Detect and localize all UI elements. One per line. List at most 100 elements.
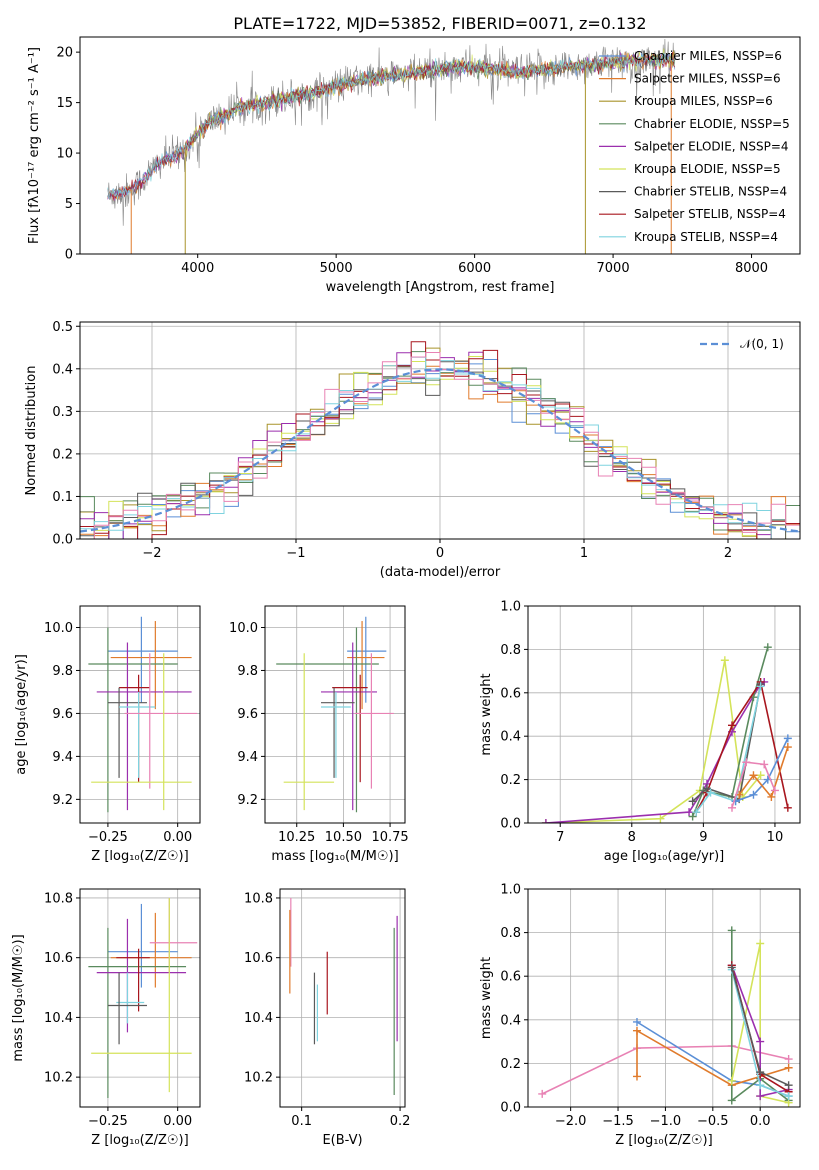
legend-entry: Chabrier MILES, NSSP=6 bbox=[634, 49, 782, 63]
y-tick-label: 9.8 bbox=[237, 664, 258, 679]
marker-point bbox=[656, 814, 665, 823]
marker-point bbox=[770, 786, 779, 795]
marker-point bbox=[720, 656, 729, 665]
series-model-krou_stelib bbox=[107, 52, 676, 199]
axes-age_Z: −0.25 0.00 9.2 9.4 9.6 9.8 10.0 Z [log₁₀(Z/Z☉)]… bbox=[14, 605, 201, 864]
y-tick-label: 0.6 bbox=[500, 686, 521, 701]
marker-point bbox=[783, 734, 792, 743]
series-chab_miles bbox=[735, 738, 789, 803]
marker-point bbox=[749, 790, 758, 799]
y-tick-label: 0.0 bbox=[500, 1101, 521, 1116]
y-tick-label: 1.0 bbox=[500, 883, 521, 898]
y-tick-label: 0.8 bbox=[500, 926, 521, 941]
legend: Chabrier MILES, NSSP=6 Salpeter MILES, NS… bbox=[599, 49, 790, 244]
marker-point bbox=[784, 1081, 793, 1090]
x-axis-label: Z [log₁₀(Z/Z☉)] bbox=[615, 1133, 712, 1148]
y-tick-label: 10.6 bbox=[244, 951, 273, 966]
axes-frame bbox=[264, 605, 406, 824]
plot-area-mass_Z bbox=[80, 889, 200, 1107]
y-tick-label: 9.2 bbox=[52, 793, 73, 808]
marker-point bbox=[749, 771, 758, 780]
x-axis-label: wavelength [Angstrom, rest frame] bbox=[326, 280, 555, 295]
marker-point bbox=[756, 1092, 765, 1101]
plot-area-mass_ebv bbox=[280, 889, 405, 1107]
y-tick-label: 0.4 bbox=[500, 730, 521, 745]
y-tick-label: 10.6 bbox=[44, 951, 73, 966]
axes-residual: −2 −1 0 1 2 0.0 0.1 0.2 0.3 0.4 0.5 (data-model)/er… bbox=[24, 320, 801, 580]
y-tick-label: 9.4 bbox=[52, 750, 73, 765]
y-tick-label: 0.0 bbox=[500, 817, 521, 832]
x-tick-label: 10.75 bbox=[371, 830, 408, 845]
marker-point bbox=[632, 1017, 641, 1026]
legend-entry: Kroupa STELIB, NSSP=4 bbox=[634, 230, 778, 244]
series-pink bbox=[731, 761, 776, 809]
y-tick-label: 0.8 bbox=[500, 643, 521, 658]
marker-point bbox=[783, 743, 792, 752]
x-tick-label: −1.5 bbox=[602, 1114, 634, 1129]
marker-point bbox=[692, 808, 701, 817]
y-tick-label: 10.0 bbox=[44, 621, 73, 636]
marker-point bbox=[760, 760, 769, 769]
marker-point bbox=[783, 803, 792, 812]
marker-point bbox=[784, 1063, 793, 1072]
marker-point bbox=[756, 1037, 765, 1046]
x-axis-label: Z [log₁₀(Z/Z☉)] bbox=[91, 1133, 188, 1148]
x-tick-label: −0.25 bbox=[88, 1114, 128, 1129]
axes-age_mass: 10.25 10.50 10.75 9.2 9.4 9.6 9.8 10.0 mass [log… bbox=[229, 605, 409, 864]
y-tick-label: 0.3 bbox=[52, 405, 73, 420]
marker-point bbox=[742, 758, 751, 767]
series-model-krou_elodie bbox=[184, 48, 675, 155]
marker-point bbox=[767, 792, 776, 801]
y-tick-label: 10.4 bbox=[44, 1011, 73, 1026]
marker-point bbox=[706, 788, 715, 797]
plot-area-age_Z bbox=[80, 606, 200, 823]
series-chab_elodie bbox=[731, 930, 790, 1103]
x-tick-label: 0.1 bbox=[291, 1114, 312, 1129]
marker-point bbox=[685, 808, 694, 817]
legend-entry: Chabrier STELIB, NSSP=4 bbox=[634, 185, 787, 199]
y-tick-label: 10.4 bbox=[244, 1011, 273, 1026]
marker-point bbox=[728, 721, 736, 730]
y-tick-label: 1.0 bbox=[500, 600, 521, 615]
y-tick-label: 9.6 bbox=[52, 707, 73, 722]
y-tick-label: 0.4 bbox=[52, 362, 73, 377]
y-tick-label: 15 bbox=[56, 96, 73, 111]
plot-area-weight_age bbox=[528, 606, 800, 823]
axes-weight_age: 7 8 9 10 0.0 0.2 0.4 0.6 0.8 1.0 age [log₁₀(age/yr… bbox=[479, 600, 801, 864]
x-tick-label: 7 bbox=[556, 830, 564, 845]
axes-frame bbox=[79, 605, 201, 824]
series-salp_miles bbox=[738, 746, 789, 799]
x-axis-label: (data-model)/error bbox=[380, 565, 501, 580]
marker-point bbox=[538, 1089, 547, 1098]
x-tick-label: 10 bbox=[767, 830, 784, 845]
series-krou_stelib bbox=[695, 686, 762, 813]
marker-point bbox=[727, 1076, 736, 1085]
x-tick-label: 8000 bbox=[735, 261, 768, 276]
axes-weight_Z: −2.0 −1.5 −1.0 −0.5 0.0 0.0 0.2 0.4 0.6 0.8 1.0 Z [… bbox=[479, 883, 801, 1148]
y-tick-label: 5 bbox=[65, 197, 73, 212]
marker-point bbox=[688, 797, 697, 806]
marker-point bbox=[632, 1072, 641, 1081]
axes-frame bbox=[527, 605, 801, 824]
y-tick-label: 10.2 bbox=[244, 1071, 273, 1086]
marker-point bbox=[728, 803, 736, 812]
x-tick-label: 5000 bbox=[320, 261, 353, 276]
plot-area-residual bbox=[80, 322, 800, 539]
marker-point bbox=[756, 939, 765, 948]
marker-point bbox=[756, 1068, 765, 1077]
x-tick-label: −1.0 bbox=[650, 1114, 682, 1129]
marker-point bbox=[756, 682, 765, 691]
marker-point bbox=[784, 1092, 793, 1101]
x-tick-label: 0.0 bbox=[750, 1114, 771, 1129]
y-tick-label: 10.8 bbox=[244, 891, 273, 906]
marker-point bbox=[756, 1081, 765, 1090]
x-tick-label: −0.5 bbox=[697, 1114, 729, 1129]
legend-entry: Salpeter ELODIE, NSSP=4 bbox=[634, 139, 789, 153]
series-salp_elodie bbox=[545, 681, 765, 823]
x-tick-label: −0.25 bbox=[88, 830, 128, 845]
marker-point bbox=[784, 1055, 793, 1064]
chart-title: PLATE=1722, MJD=53852, FIBERID=0071, z=0… bbox=[233, 14, 646, 33]
x-tick-label: 1 bbox=[580, 546, 588, 561]
y-tick-label: 0 bbox=[65, 248, 73, 263]
axes-frame bbox=[279, 888, 406, 1108]
